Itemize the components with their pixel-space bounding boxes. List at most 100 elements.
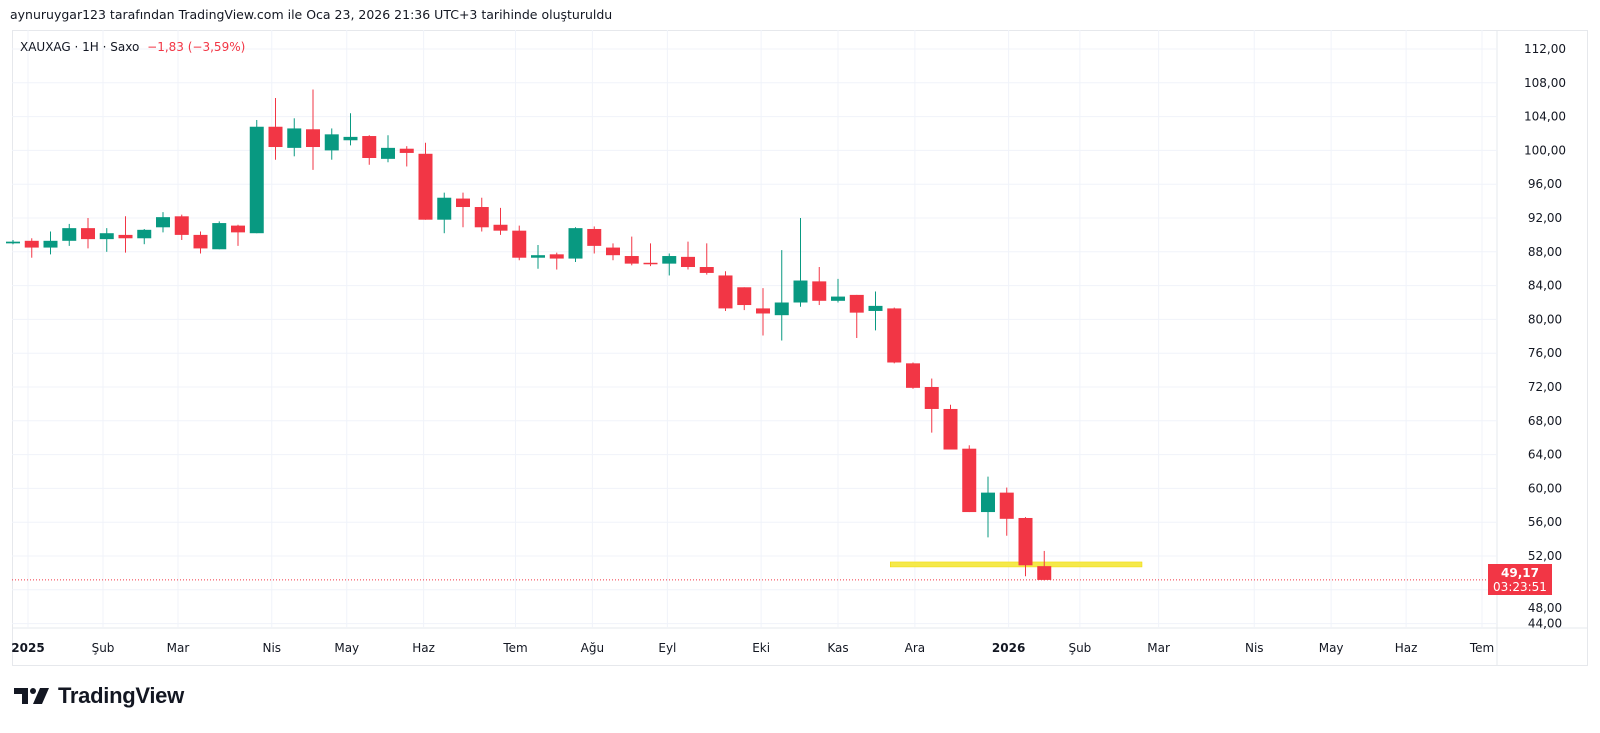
time-tick-label: Haz [412, 641, 435, 655]
candle-up [43, 231, 58, 255]
candle-up [662, 253, 677, 276]
candle-body [493, 224, 508, 231]
time-tick-label: Kas [827, 641, 848, 655]
symbol-legend[interactable]: XAUXAG · 1H · Saxo −1,83 (−3,59%) [20, 40, 245, 54]
candle-down [587, 226, 602, 254]
candle-body [212, 223, 227, 250]
horizontal-line-layer [890, 561, 1143, 568]
horizontal-line-drawing [890, 561, 1143, 568]
time-tick-label: May [1319, 641, 1344, 655]
candle-body [587, 228, 602, 246]
price-tick-label: 64,00 [1528, 448, 1562, 462]
candle-body [1018, 517, 1033, 566]
candle-body [231, 225, 245, 233]
price-tick-label: 104,00 [1524, 110, 1566, 124]
candle-down [962, 445, 977, 513]
candle-body [624, 256, 639, 264]
candle-up [774, 250, 789, 341]
candle-body [174, 216, 189, 235]
candle-body [418, 153, 433, 220]
price-tick-label: 92,00 [1528, 211, 1562, 225]
time-tick-label: Eki [752, 641, 770, 655]
candle-body [456, 198, 470, 208]
candle-up [793, 218, 808, 307]
candle-down [624, 236, 639, 266]
candle-down [737, 287, 752, 311]
candle-down [681, 241, 695, 270]
candle-body [699, 267, 714, 273]
price-tick-label: 84,00 [1528, 279, 1562, 293]
candle-body [887, 308, 902, 363]
candle-down [718, 271, 733, 311]
candle-up [137, 228, 152, 245]
price-tick-label: 108,00 [1524, 76, 1566, 90]
candle-body [381, 147, 395, 159]
candle-body [24, 240, 39, 248]
candle-body [606, 247, 620, 256]
candle-body [812, 281, 827, 301]
candle-up [99, 228, 114, 252]
time-axis: 2025 Şub Mar Nis May Haz Tem Ağu Eyl Eki Kas Ara 202… [11, 641, 1494, 655]
candle-body [868, 305, 883, 311]
candle-body [568, 228, 583, 259]
candle-down [643, 243, 658, 267]
candle-body [662, 256, 677, 264]
candle-up [831, 278, 845, 303]
candle-body [906, 363, 920, 388]
candle-up [62, 223, 77, 246]
candle-down [268, 98, 283, 160]
candle-body [62, 228, 77, 241]
candle-body [999, 492, 1014, 519]
candle-down [493, 207, 508, 235]
candle-down [512, 225, 527, 261]
candle-body [118, 234, 133, 239]
time-tick-label: Şub [92, 641, 115, 655]
candle-up [324, 128, 339, 160]
price-tick-label: 68,00 [1528, 414, 1562, 428]
time-tick-label: Tem [1469, 641, 1494, 655]
candle-body [399, 148, 414, 153]
candle-body [324, 134, 339, 151]
price-tick-label: 52,00 [1528, 549, 1562, 563]
candle-body [531, 255, 545, 258]
candle-down [606, 243, 620, 261]
time-tick-label: Mar [167, 641, 190, 655]
candle-body [681, 256, 695, 268]
time-tick-label: Mar [1147, 641, 1170, 655]
candle-down [999, 487, 1014, 536]
candle-down [756, 288, 770, 336]
candle-body [343, 136, 358, 141]
time-tick-label: May [334, 641, 359, 655]
candle-body [774, 302, 789, 316]
tradingview-logo[interactable]: TradingView [14, 683, 184, 709]
symbol-info: XAUXAG · 1H · Saxo [20, 40, 140, 54]
price-tick-label: 60,00 [1528, 481, 1562, 495]
candle-body [249, 126, 264, 234]
candle-up [287, 118, 302, 157]
time-tick-label: Tem [502, 641, 527, 655]
candle-body [362, 136, 377, 159]
time-tick-label: Eyl [658, 641, 676, 655]
candle-body [981, 492, 995, 513]
candle-body [99, 233, 114, 240]
candle-body [718, 275, 733, 309]
bar-countdown: 03:23:51 [1493, 579, 1547, 594]
time-tick-label: Nis [1245, 641, 1264, 655]
candle-down [943, 404, 958, 450]
candle-body [756, 308, 770, 314]
candle-body [849, 294, 864, 313]
candle-up [437, 192, 452, 234]
candle-up [981, 476, 995, 538]
candle-down [118, 216, 133, 253]
candle-up [568, 227, 583, 262]
price-tick-label: 112,00 [1524, 42, 1566, 56]
time-tick-label: 2026 [992, 641, 1025, 655]
candle-body [268, 126, 283, 148]
candle-body [81, 228, 95, 240]
price-tick-label: 48,00 [1528, 601, 1562, 615]
candle-down [174, 214, 189, 240]
candle-down [887, 307, 902, 364]
candle-down [399, 146, 414, 167]
price-tick-label: 96,00 [1528, 177, 1562, 191]
